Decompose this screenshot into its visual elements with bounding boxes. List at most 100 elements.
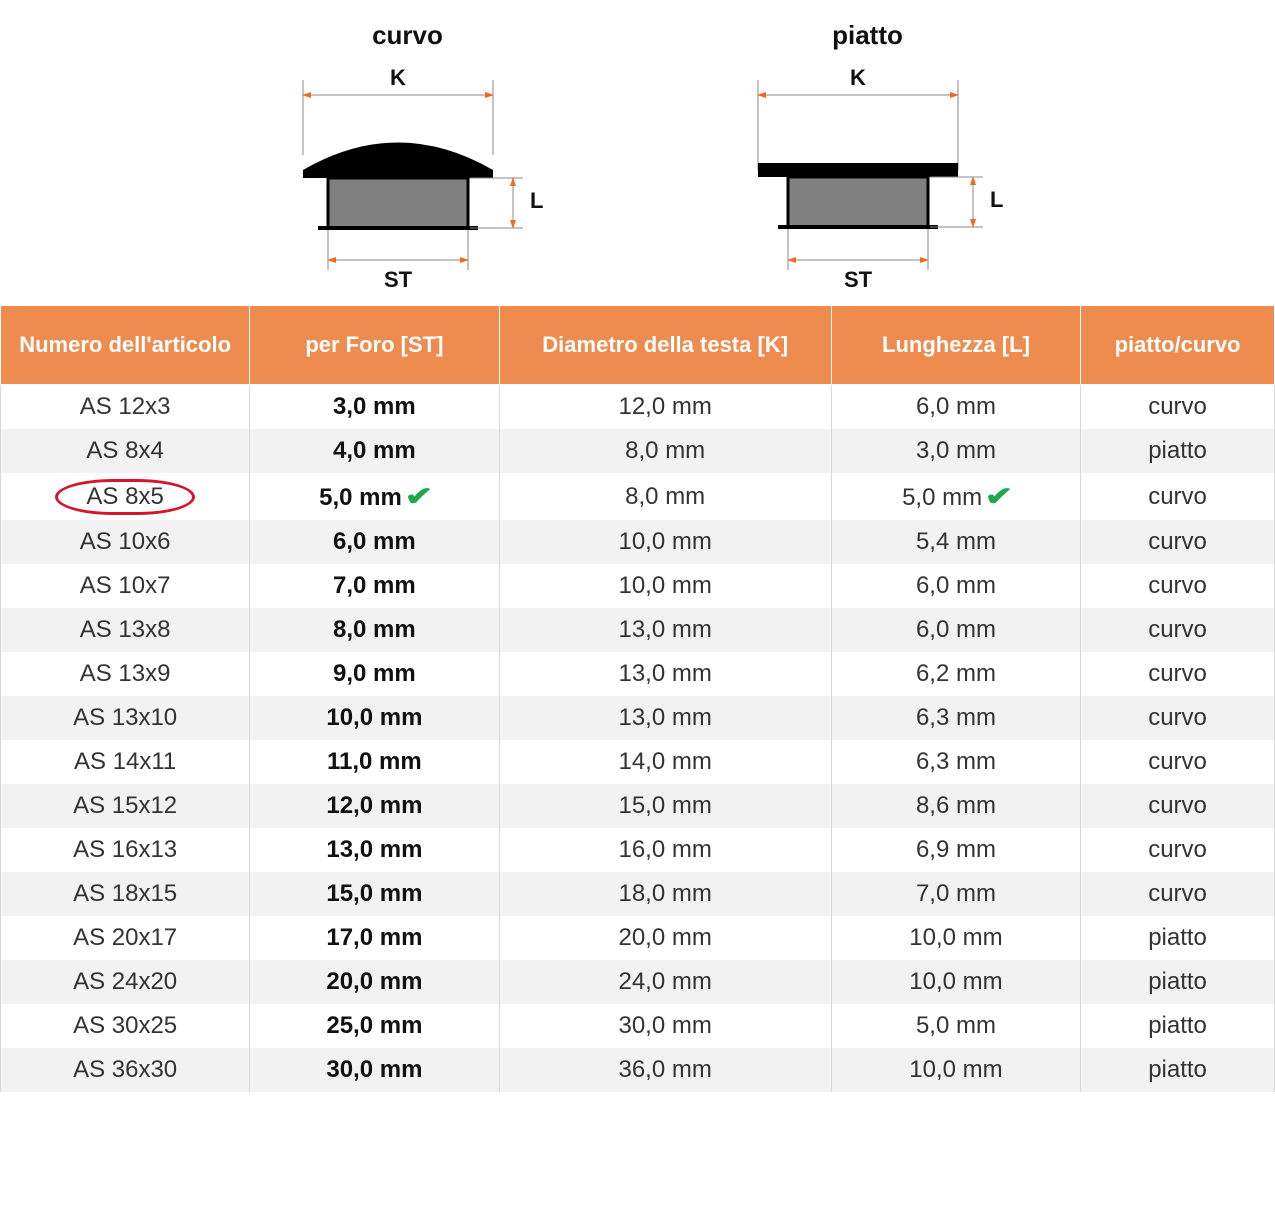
cell-l: 8,6 mm <box>831 784 1080 828</box>
table-row: AS 36x3030,0 mm36,0 mm10,0 mmpiatto <box>1 1048 1275 1092</box>
cell-article: AS 15x12 <box>1 784 250 828</box>
cell-l: 6,2 mm <box>831 652 1080 696</box>
table-row: AS 12x33,0 mm12,0 mm6,0 mmcurvo <box>1 385 1275 430</box>
cell-l: 6,0 mm <box>831 385 1080 430</box>
cell-k: 12,0 mm <box>499 385 831 430</box>
cell-k: 24,0 mm <box>499 960 831 1004</box>
cell-type: curvo <box>1081 828 1275 872</box>
cell-article: AS 10x6 <box>1 520 250 564</box>
table-row: AS 13x1010,0 mm13,0 mm6,3 mmcurvo <box>1 696 1275 740</box>
cell-st: 12,0 mm <box>250 784 499 828</box>
cell-st: 3,0 mm <box>250 385 499 430</box>
cell-article: AS 36x30 <box>1 1048 250 1092</box>
cell-k: 14,0 mm <box>499 740 831 784</box>
table-body: AS 12x33,0 mm12,0 mm6,0 mmcurvoAS 8x44,0… <box>1 385 1275 1093</box>
cell-type: piatto <box>1081 1004 1275 1048</box>
cell-article: AS 20x17 <box>1 916 250 960</box>
st-label: ST <box>843 267 872 292</box>
cell-article: AS 18x15 <box>1 872 250 916</box>
cell-article: AS 16x13 <box>1 828 250 872</box>
table-row: AS 10x77,0 mm10,0 mm6,0 mmcurvo <box>1 564 1275 608</box>
table-row: AS 8x44,0 mm8,0 mm3,0 mmpiatto <box>1 429 1275 473</box>
cell-k: 10,0 mm <box>499 564 831 608</box>
l-label: L <box>530 188 543 213</box>
cell-st: 30,0 mm <box>250 1048 499 1092</box>
diagram-curvo-title: curvo <box>372 20 443 51</box>
cell-type: curvo <box>1081 872 1275 916</box>
cell-l: 5,0 mm✔ <box>831 473 1080 520</box>
check-icon: ✔ <box>405 481 433 512</box>
cell-k: 13,0 mm <box>499 652 831 696</box>
cell-l: 3,0 mm <box>831 429 1080 473</box>
table-row: AS 13x88,0 mm13,0 mm6,0 mmcurvo <box>1 608 1275 652</box>
cell-k: 8,0 mm <box>499 473 831 520</box>
cell-k: 16,0 mm <box>499 828 831 872</box>
cell-k: 18,0 mm <box>499 872 831 916</box>
table-row: AS 24x2020,0 mm24,0 mm10,0 mmpiatto <box>1 960 1275 1004</box>
cell-st: 5,0 mm✔ <box>250 473 499 520</box>
cell-st: 10,0 mm <box>250 696 499 740</box>
cell-st: 13,0 mm <box>250 828 499 872</box>
table-row: AS 20x1717,0 mm20,0 mm10,0 mmpiatto <box>1 916 1275 960</box>
cell-st: 15,0 mm <box>250 872 499 916</box>
table-row: AS 16x1313,0 mm16,0 mm6,9 mmcurvo <box>1 828 1275 872</box>
cell-l: 6,0 mm <box>831 608 1080 652</box>
cell-st: 7,0 mm <box>250 564 499 608</box>
cell-st: 25,0 mm <box>250 1004 499 1048</box>
table-row: AS 15x1212,0 mm15,0 mm8,6 mmcurvo <box>1 784 1275 828</box>
cell-type: piatto <box>1081 1048 1275 1092</box>
k-label: K <box>850 65 866 90</box>
cell-l: 6,0 mm <box>831 564 1080 608</box>
cell-st: 4,0 mm <box>250 429 499 473</box>
cell-k: 8,0 mm <box>499 429 831 473</box>
k-label: K <box>390 65 406 90</box>
cell-k: 13,0 mm <box>499 696 831 740</box>
cell-st: 17,0 mm <box>250 916 499 960</box>
table-row: AS 14x1111,0 mm14,0 mm6,3 mmcurvo <box>1 740 1275 784</box>
cell-st: 11,0 mm <box>250 740 499 784</box>
l-label: L <box>990 187 1003 212</box>
cell-article: AS 8x4 <box>1 429 250 473</box>
cell-article: AS 24x20 <box>1 960 250 1004</box>
highlight-ring <box>55 479 195 515</box>
cell-l: 6,3 mm <box>831 696 1080 740</box>
table-row: AS 18x1515,0 mm18,0 mm7,0 mmcurvo <box>1 872 1275 916</box>
table-row: AS 13x99,0 mm13,0 mm6,2 mmcurvo <box>1 652 1275 696</box>
cell-article: AS 30x25 <box>1 1004 250 1048</box>
diagram-piatto-svg: K L ST <box>718 55 1018 295</box>
cell-l: 10,0 mm <box>831 960 1080 1004</box>
cell-type: piatto <box>1081 429 1275 473</box>
cell-type: piatto <box>1081 960 1275 1004</box>
cell-l: 10,0 mm <box>831 1048 1080 1092</box>
table-row: AS 8x55,0 mm✔8,0 mm5,0 mm✔curvo <box>1 473 1275 520</box>
cell-l: 6,9 mm <box>831 828 1080 872</box>
table-row: AS 10x66,0 mm10,0 mm5,4 mmcurvo <box>1 520 1275 564</box>
cell-article: AS 10x7 <box>1 564 250 608</box>
cell-l: 10,0 mm <box>831 916 1080 960</box>
cell-l: 6,3 mm <box>831 740 1080 784</box>
cell-type: curvo <box>1081 473 1275 520</box>
cell-type: curvo <box>1081 696 1275 740</box>
cell-k: 13,0 mm <box>499 608 831 652</box>
cell-k: 36,0 mm <box>499 1048 831 1092</box>
table-row: AS 30x2525,0 mm30,0 mm5,0 mmpiatto <box>1 1004 1275 1048</box>
cell-article: AS 8x5 <box>1 473 250 520</box>
diagram-piatto: piatto K L ST <box>718 20 1018 295</box>
cell-type: curvo <box>1081 564 1275 608</box>
cell-type: curvo <box>1081 608 1275 652</box>
diagrams-container: curvo K L <box>0 0 1275 305</box>
diagram-curvo: curvo K L <box>258 20 558 295</box>
cell-k: 10,0 mm <box>499 520 831 564</box>
cell-article: AS 12x3 <box>1 385 250 430</box>
cell-st: 20,0 mm <box>250 960 499 1004</box>
cell-l: 7,0 mm <box>831 872 1080 916</box>
cell-article: AS 13x8 <box>1 608 250 652</box>
col-header-k: Diametro della testa [K] <box>499 306 831 385</box>
st-label: ST <box>383 267 412 292</box>
cell-st: 9,0 mm <box>250 652 499 696</box>
cell-type: curvo <box>1081 520 1275 564</box>
cell-st: 6,0 mm <box>250 520 499 564</box>
cell-st: 8,0 mm <box>250 608 499 652</box>
cell-l: 5,4 mm <box>831 520 1080 564</box>
cell-k: 30,0 mm <box>499 1004 831 1048</box>
